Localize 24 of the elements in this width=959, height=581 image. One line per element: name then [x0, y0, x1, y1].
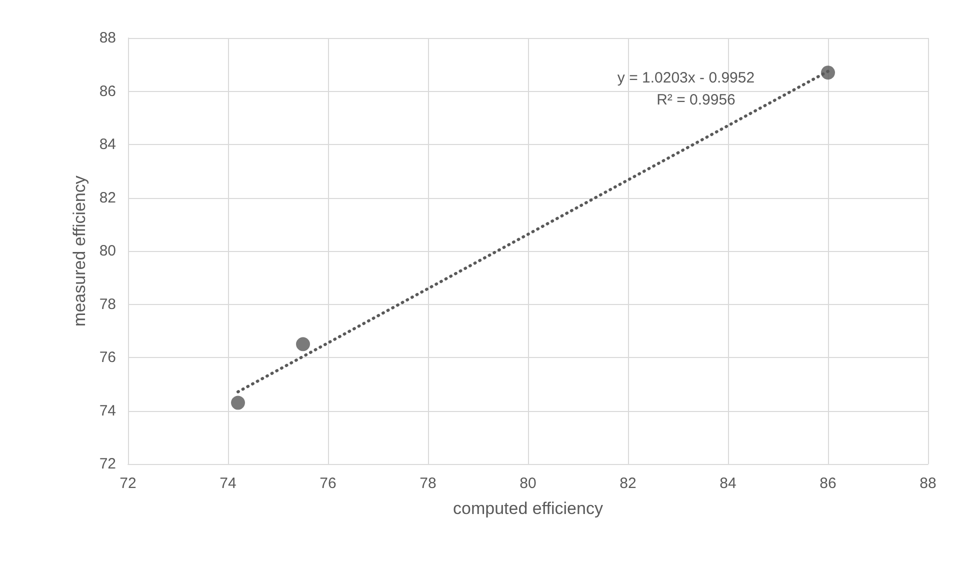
x-tick-label: 76 — [320, 475, 336, 492]
point — [231, 396, 245, 410]
y-tick-label: 88 — [99, 30, 116, 46]
y-tick-label: 84 — [99, 136, 116, 153]
x-tick-label: 86 — [820, 475, 836, 492]
y-tick-label: 86 — [99, 82, 116, 100]
annotation: y = 1.0203x - 0.9952 — [617, 70, 755, 86]
x-tick-label: 78 — [420, 475, 436, 492]
x-tick-label: 88 — [920, 475, 936, 492]
y-tick-label: 82 — [99, 189, 116, 206]
x-tick-label: 82 — [620, 475, 636, 492]
y-tick-label: 78 — [99, 296, 116, 313]
point — [296, 337, 310, 352]
x-tick-label: 74 — [220, 475, 236, 492]
x-tick-label: 84 — [720, 475, 736, 492]
y-tick-label: 80 — [99, 242, 116, 260]
y-tick-label: 72 — [99, 456, 116, 472]
x-axis-title: computed efficiency — [453, 499, 604, 518]
y-tick-label: 74 — [99, 402, 116, 420]
annotation: R² = 0.9956 — [656, 92, 736, 108]
y-axis-title: measured efficiency — [70, 175, 89, 326]
x-tick-label: 80 — [520, 475, 536, 492]
y-tick-label: 76 — [99, 349, 116, 366]
x-tick-label: 72 — [120, 475, 136, 492]
